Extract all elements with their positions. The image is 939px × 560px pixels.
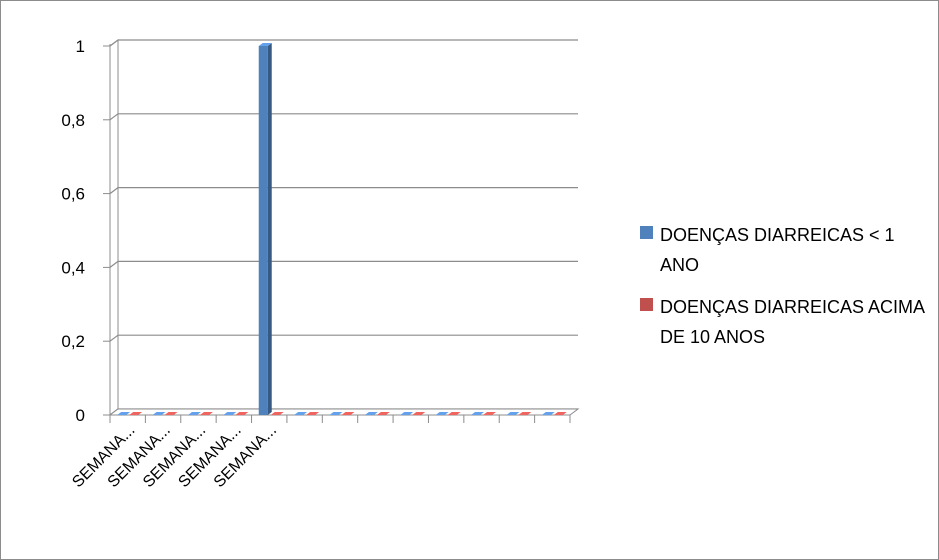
bar-s1-c5-top xyxy=(258,43,272,46)
bar-s1-c10-top xyxy=(435,412,449,415)
legend-label-over-10-years: DOENÇAS DIARREICAS ACIMA DE 10 ANOS xyxy=(660,297,925,347)
bar-s1-c7-top xyxy=(329,412,343,415)
legend-label-under-1-year: DOENÇAS DIARREICAS < 1 ANO xyxy=(660,225,895,275)
legend-item-under-1-year: DOENÇAS DIARREICAS < 1 ANO xyxy=(640,220,930,280)
legend-swatch-over-10-years xyxy=(640,298,653,311)
bar-s2-c13-top xyxy=(553,412,567,415)
bar-s1-c5-front xyxy=(258,46,268,415)
bar-s2-c11-top xyxy=(483,412,497,415)
legend: DOENÇAS DIARREICAS < 1 ANO DOENÇAS DIARR… xyxy=(640,220,930,364)
gridline-depth xyxy=(109,113,119,121)
bar-s1-c8-top xyxy=(364,412,378,415)
y-tick-label: 0 xyxy=(76,406,85,425)
y-tick-label: 1 xyxy=(76,37,85,56)
bar-s2-c1-top xyxy=(129,412,143,415)
bar-s1-c11-top xyxy=(471,412,485,415)
gridline-depth xyxy=(109,39,119,47)
bar-s1-c4-top xyxy=(223,412,237,415)
gridline-depth xyxy=(109,334,119,342)
bar-s1-c6-top xyxy=(294,412,308,415)
y-tick-label: 0,2 xyxy=(61,332,85,351)
bar-s2-c7-top xyxy=(341,412,355,415)
bar-s1-c5-side xyxy=(267,43,272,415)
side-wall xyxy=(109,39,119,416)
bar-s1-c9-top xyxy=(400,412,414,415)
bar-s1-c12-top xyxy=(506,412,520,415)
bar-s2-c2-top xyxy=(164,412,178,415)
bar-s2-c8-top xyxy=(376,412,390,415)
bar-s2-c10-top xyxy=(447,412,461,415)
bar-s2-c6-top xyxy=(306,412,320,415)
legend-item-over-10-years: DOENÇAS DIARREICAS ACIMA DE 10 ANOS xyxy=(640,292,930,352)
bar-s2-c5-top xyxy=(270,412,284,415)
y-tick-label: 0,6 xyxy=(61,185,85,204)
bar-s2-c9-top xyxy=(412,412,426,415)
gridline-depth xyxy=(109,187,119,195)
bar-s2-c12-top xyxy=(518,412,532,415)
bar-s1-c3-top xyxy=(187,412,201,415)
bar-s2-c3-top xyxy=(199,412,213,415)
gridline-depth xyxy=(109,260,119,268)
bar-s1-c2-top xyxy=(152,412,166,415)
y-tick-label: 0,4 xyxy=(61,258,85,277)
bar-s1-c13-top xyxy=(541,412,555,415)
bar-s1-c1-top xyxy=(117,412,131,415)
plot-area: 00,20,40,60,81SEMANA...SEMANA...SEMANA..… xyxy=(61,37,580,491)
legend-swatch-under-1-year xyxy=(640,226,653,239)
bar-s2-c4-top xyxy=(235,412,249,415)
y-tick-label: 0,8 xyxy=(61,111,85,130)
